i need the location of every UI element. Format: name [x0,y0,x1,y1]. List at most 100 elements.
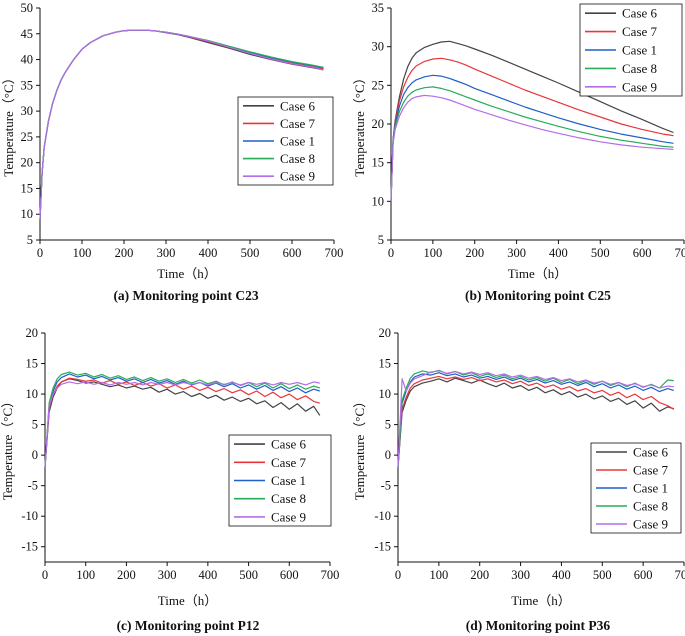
legend-entry: Case 7 [633,463,669,478]
series-line-case-6 [397,377,674,468]
legend: Case 6 Case 7 Case 1 Case 8 Case 9 [228,434,332,527]
legend-entry: Case 8 [280,151,315,166]
x-tick-label: 200 [470,568,489,582]
x-tick-label: 400 [198,568,217,582]
legend-entry: Case 7 [622,24,658,39]
y-tick-label: 30 [372,40,385,54]
x-tick-label: 500 [591,246,610,260]
y-tick-label: -10 [21,509,38,523]
legend-entry: Case 1 [280,134,315,149]
x-tick-label: 700 [325,246,344,260]
x-tick-label: 0 [388,246,394,260]
chart-panel-1: 0 100 200 300 400 500 600 700 5 10 15 20 25 30 35 40 45 5… [1,1,343,303]
x-tick-label: 700 [321,568,340,582]
panel-caption: (d) Monitoring point P36 [466,618,611,633]
x-axis-title: Time（h） [157,266,216,281]
x-tick-label: 500 [241,246,260,260]
chart-panel-3: 0 100 200 300 400 500 600 700 -15 -10 -5 0 5 10 15 20 Ti… [0,326,339,633]
y-axis-title: Temperature（°C） [352,71,367,176]
y-tick-label: -15 [374,540,391,554]
y-tick-label: 20 [379,326,392,340]
y-tick-label: 15 [21,181,34,195]
x-tick-label: 500 [593,568,612,582]
series-line-case-6 [44,378,321,468]
x-tick-label: 600 [633,246,652,260]
x-tick-label: 300 [511,568,530,582]
series-line-case-1 [390,74,674,202]
legend-entry: Case 6 [622,6,658,21]
y-axis-title: Temperature（°C） [352,395,367,500]
legend-entry: Case 6 [280,98,316,113]
y-tick-label: 5 [385,418,391,432]
x-tick-label: 200 [465,246,484,260]
x-tick-label: 300 [507,246,526,260]
x-tick-label: 600 [283,246,302,260]
x-tick-label: 300 [158,568,177,582]
series-line-case-9 [390,94,674,202]
x-axis-title: Time（h） [158,593,217,608]
y-tick-label: 25 [21,130,34,144]
y-tick-label: 20 [26,326,39,340]
x-tick-label: 400 [549,246,568,260]
panel-caption: (a) Monitoring point C23 [113,288,258,303]
legend-entry: Case 9 [633,517,668,532]
x-tick-label: 700 [675,246,685,260]
y-tick-label: 15 [372,156,385,170]
panel-caption: (c) Monitoring point P12 [117,618,260,633]
y-tick-label: 10 [21,207,34,221]
x-tick-label: 100 [76,568,95,582]
y-tick-label: 0 [385,448,391,462]
y-tick-label: 20 [21,156,34,170]
series-line-case-9 [397,370,674,468]
y-axis-title: Temperature（°C） [0,395,15,500]
x-tick-label: 0 [37,246,43,260]
series-line-case-7 [390,57,674,202]
y-tick-label: 5 [27,233,33,247]
legend-entry: Case 9 [622,79,657,94]
x-tick-label: 300 [157,246,176,260]
x-tick-label: 0 [42,568,48,582]
y-tick-label: 0 [32,448,38,462]
y-tick-label: 35 [372,1,385,15]
x-tick-label: 200 [115,246,134,260]
series-line-case-8 [44,371,320,468]
x-tick-label: 600 [280,568,299,582]
y-axis-title: Temperature（°C） [1,71,16,176]
y-tick-label: 15 [379,357,392,371]
y-tick-label: 25 [372,78,385,92]
series-line-case-7 [397,375,675,468]
y-tick-label: -10 [374,509,391,523]
series-line-case-9 [44,381,320,468]
series-line-case-8 [390,86,674,202]
legend-entry: Case 1 [622,43,657,58]
x-tick-label: 200 [117,568,136,582]
x-axis-title: Time（h） [508,266,567,281]
legend-entry: Case 9 [280,169,315,184]
legend: Case 6 Case 7 Case 1 Case 8 Case 9 [237,96,334,186]
series-line-case-1 [397,372,674,468]
legend-entry: Case 8 [271,491,306,506]
legend: Case 6 Case 7 Case 1 Case 8 Case 9 [590,442,682,534]
legend: Case 6 Case 7 Case 1 Case 8 Case 9 [579,3,683,97]
y-tick-label: 35 [21,78,34,92]
x-tick-label: 400 [552,568,571,582]
x-tick-label: 100 [73,246,92,260]
x-tick-label: 500 [239,568,258,582]
y-tick-label: -5 [381,479,391,493]
series-line-case-9 [39,29,324,220]
legend-entry: Case 6 [633,445,669,460]
y-tick-label: -15 [21,540,38,554]
legend-entry: Case 8 [622,61,657,76]
x-tick-label: 600 [634,568,653,582]
legend-entry: Case 9 [271,509,306,524]
chart-panel-4: 0 100 200 300 400 500 600 700 -15 -10 -5 0 5 10 15 20 Ti… [352,326,685,633]
y-tick-label: 15 [26,357,39,371]
legend-entry: Case 7 [271,455,307,470]
legend-entry: Case 1 [633,481,668,496]
x-tick-label: 100 [423,246,442,260]
x-tick-label: 400 [199,246,218,260]
legend-entry: Case 1 [271,473,306,488]
x-tick-label: 700 [675,568,685,582]
x-tick-label: 100 [429,568,448,582]
